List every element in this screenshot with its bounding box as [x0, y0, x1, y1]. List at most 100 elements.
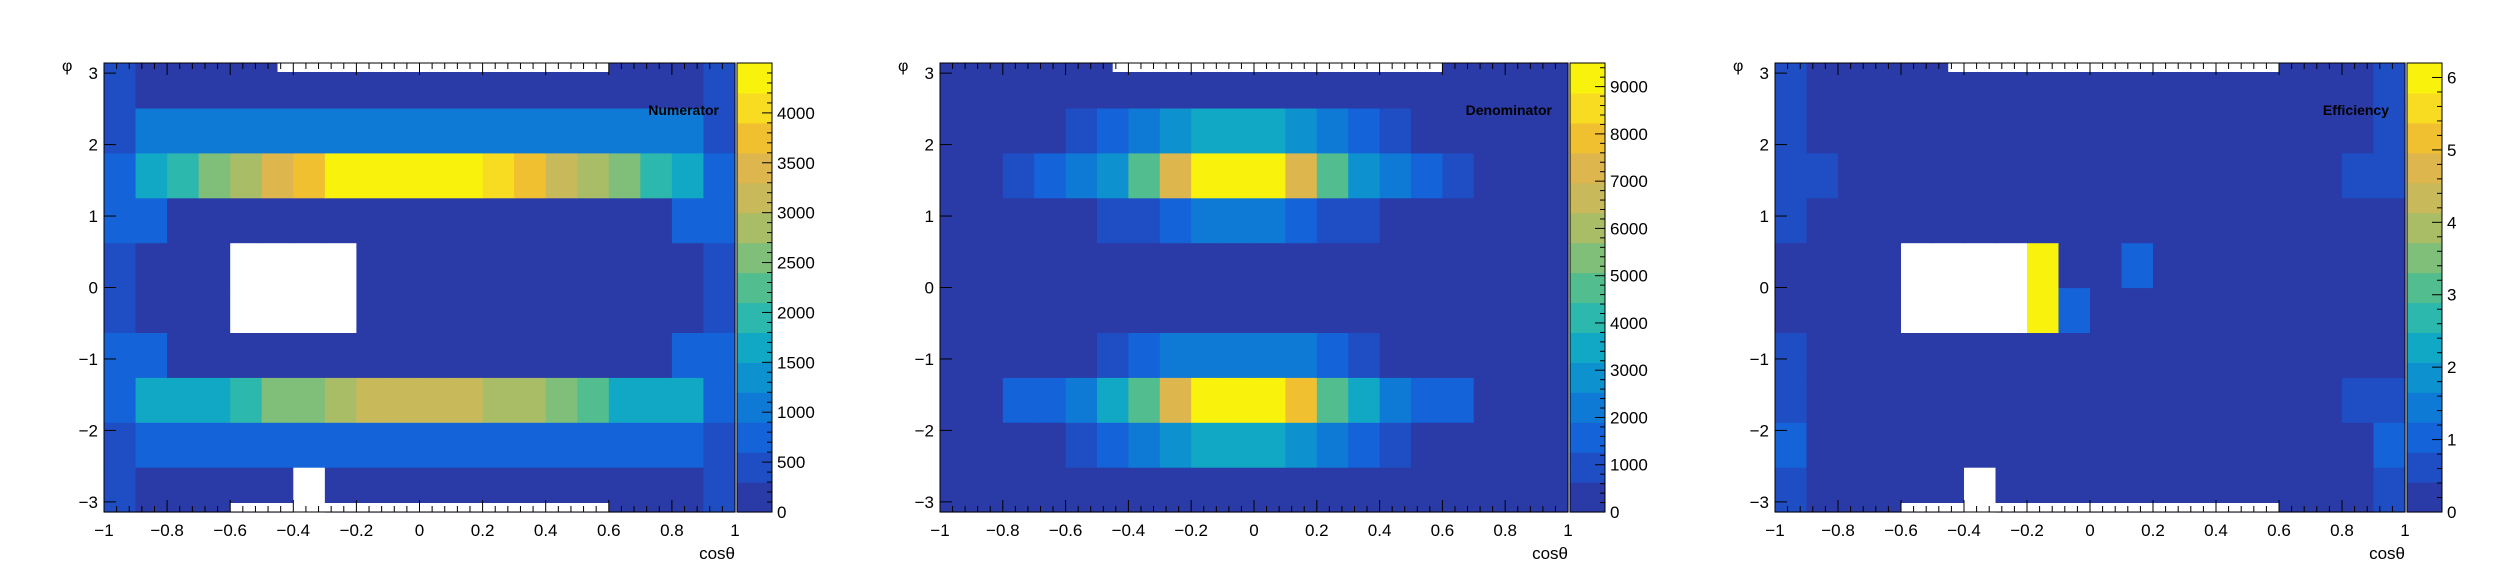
colorbar-tick-label: 3000 [1610, 361, 1648, 380]
colorbar-swatch [2407, 92, 2442, 124]
heatmap-cell [451, 152, 484, 199]
heatmap-cell [514, 377, 547, 423]
heatmap-cell [324, 242, 357, 289]
y-tick-label: 2 [89, 136, 98, 155]
heatmap-cell [1995, 242, 2028, 289]
heatmap-cell [1159, 287, 1192, 333]
heatmap-cell [1411, 197, 1443, 244]
heatmap-cell [324, 332, 357, 378]
heatmap-cell [1869, 332, 1902, 378]
heatmap-cell [135, 63, 168, 109]
heatmap-cell [1932, 332, 1965, 378]
heatmap-cell [1411, 467, 1443, 513]
colorbar-frame [1569, 62, 1606, 513]
heatmap-cell [940, 242, 972, 289]
heatmap-cell [1442, 467, 1475, 513]
colorbar-tick-label: 2000 [1610, 408, 1648, 427]
heatmap-cell [671, 152, 705, 199]
heatmap-cell [1222, 467, 1255, 513]
heatmap-cell [104, 242, 137, 289]
heatmap-cell [971, 152, 1004, 199]
heatmap-cell [2153, 332, 2186, 378]
heatmap-cell [230, 422, 263, 468]
heatmap-cell [2247, 152, 2280, 199]
heatmap-cell [2342, 63, 2375, 109]
heatmap-cell [1869, 197, 1902, 244]
y-tick-label: −3 [79, 493, 98, 512]
heatmap-cell [482, 287, 515, 333]
heatmap-cell [1379, 377, 1412, 423]
heatmap-cell [482, 242, 515, 289]
heatmap-cell [293, 287, 326, 333]
heatmap-cell [640, 377, 673, 423]
heatmap-cell [104, 197, 137, 244]
heatmap-cell [1097, 422, 1129, 468]
heatmap-cell [293, 197, 326, 244]
heatmap-cell [671, 242, 705, 289]
heatmap-cell [640, 152, 673, 199]
heatmap-cell [419, 422, 452, 468]
heatmap-cell [1065, 377, 1098, 423]
heatmap-cell [1869, 422, 1902, 468]
colorbar-tick-label: 5000 [1610, 267, 1648, 286]
heatmap-cell [2184, 152, 2217, 199]
heatmap-cell [1097, 152, 1129, 199]
heatmap-cell [230, 377, 263, 423]
colorbar-swatch [737, 242, 772, 274]
heatmap-cell [2373, 287, 2406, 333]
colorbar-swatch [737, 272, 772, 304]
heatmap-cell [1097, 332, 1129, 378]
colorbar-swatch [1570, 122, 1605, 154]
heatmap-cell [1285, 242, 1318, 289]
heatmap-cell [1964, 287, 1997, 333]
colorbar-tick-label: 4000 [777, 104, 815, 123]
x-tick-label: −0.8 [986, 521, 1020, 540]
x-tick-label: −1 [930, 521, 949, 540]
heatmap-cell [1536, 422, 1569, 468]
heatmap-cell [2121, 377, 2154, 423]
heatmap-cell [198, 332, 231, 378]
colorbar-swatch [737, 63, 772, 94]
heatmap-cell [2342, 287, 2375, 333]
x-tick-label: 0 [1249, 521, 1258, 540]
heatmap-cell [1379, 422, 1412, 468]
heatmap-cell [1995, 422, 2028, 468]
y-tick-label: 1 [1760, 207, 1769, 226]
heatmap-cell [2121, 332, 2154, 378]
heatmap-cell [451, 107, 484, 154]
heatmap-cell [2247, 107, 2280, 154]
colorbar-swatch [2407, 332, 2442, 363]
heatmap-cell [2058, 287, 2091, 333]
heatmap-cell [104, 107, 137, 154]
heatmap-cell [1254, 242, 1286, 289]
heatmap-cell [1034, 377, 1067, 423]
heatmap-cell [1254, 107, 1286, 154]
heatmap-cell [2090, 242, 2123, 289]
y-axis-label: φ [898, 58, 908, 75]
heatmap-cell [2310, 242, 2343, 289]
colorbar-tick-label: 0 [1610, 503, 1619, 522]
heatmap-cell [2373, 152, 2406, 199]
heatmap-cell [2090, 197, 2123, 244]
heatmap-cell [1379, 467, 1412, 513]
heatmap-cell [608, 422, 641, 468]
heatmap-cell [703, 332, 736, 378]
heatmap-cell [2342, 377, 2375, 423]
heatmap-cell [971, 107, 1004, 154]
colorbar-swatch [1570, 392, 1605, 423]
heatmap-cell [261, 197, 294, 244]
heatmap-panel-1: −1 −0.8 −0.6 −0.4 −0.2 0 0.2 0.4 0.6 0.8 1 −3 −2 −1 0 1… [62, 58, 815, 563]
heatmap-cell [2373, 377, 2406, 423]
heatmap-cell [135, 107, 168, 154]
heatmap-cell [1505, 197, 1538, 244]
heatmap-cell [577, 332, 610, 378]
heatmap-cell [1901, 152, 1934, 199]
heatmap-cell [1128, 197, 1161, 244]
heatmap-cell [2279, 377, 2312, 423]
x-tick-label: 0.8 [1493, 521, 1517, 540]
heatmap-cell [2310, 467, 2343, 513]
heatmap-cell [1222, 332, 1255, 378]
colorbar-swatch [737, 152, 772, 184]
heatmap-cell [1536, 242, 1569, 289]
colorbar-tick-label: 1 [2447, 431, 2456, 450]
